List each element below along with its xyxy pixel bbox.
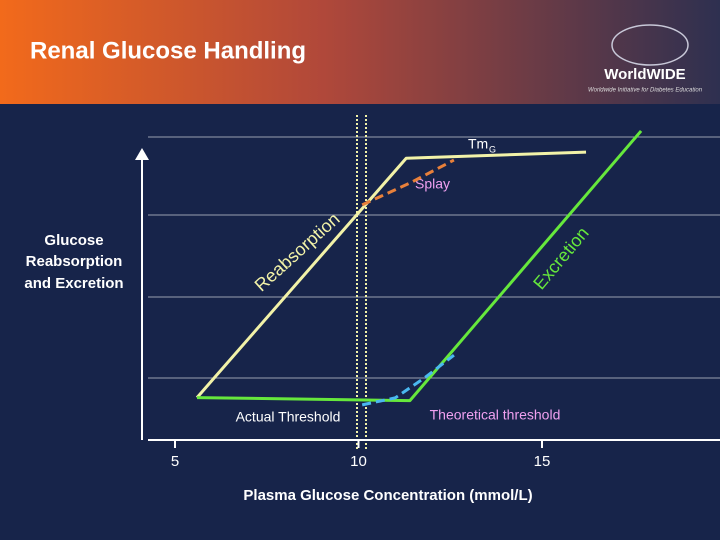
series-line: [361, 353, 455, 407]
grid: [148, 136, 720, 379]
y-axis-label: and Excretion: [24, 275, 123, 292]
logo-mark: [611, 24, 689, 66]
annotation: Actual Threshold: [236, 409, 341, 425]
header-band: [0, 0, 720, 104]
series-line: [195, 150, 587, 399]
logo-tagline: Worldwide Initiative for Diabetes Educat…: [588, 88, 703, 94]
y-axis-label: Reabsorption: [26, 253, 123, 270]
slide-title: Renal Glucose Handling: [30, 37, 306, 64]
x-tick-label: 10: [350, 453, 367, 470]
logo-name: WorldWIDE: [604, 66, 685, 83]
x-tick-label: 5: [171, 453, 179, 470]
annotation: Splay: [415, 176, 450, 192]
series-line: [196, 129, 643, 403]
y-axis-label: Glucose: [44, 232, 103, 249]
series-line: [361, 158, 455, 207]
x-tick-label: 15: [534, 453, 551, 470]
annotation: Theoretical threshold: [430, 407, 561, 423]
annotation: G: [489, 144, 496, 154]
annotation: Tm: [468, 136, 488, 152]
y-axis-arrow: [135, 148, 149, 160]
x-axis-label: Plasma Glucose Concentration (mmol/L): [243, 487, 532, 504]
